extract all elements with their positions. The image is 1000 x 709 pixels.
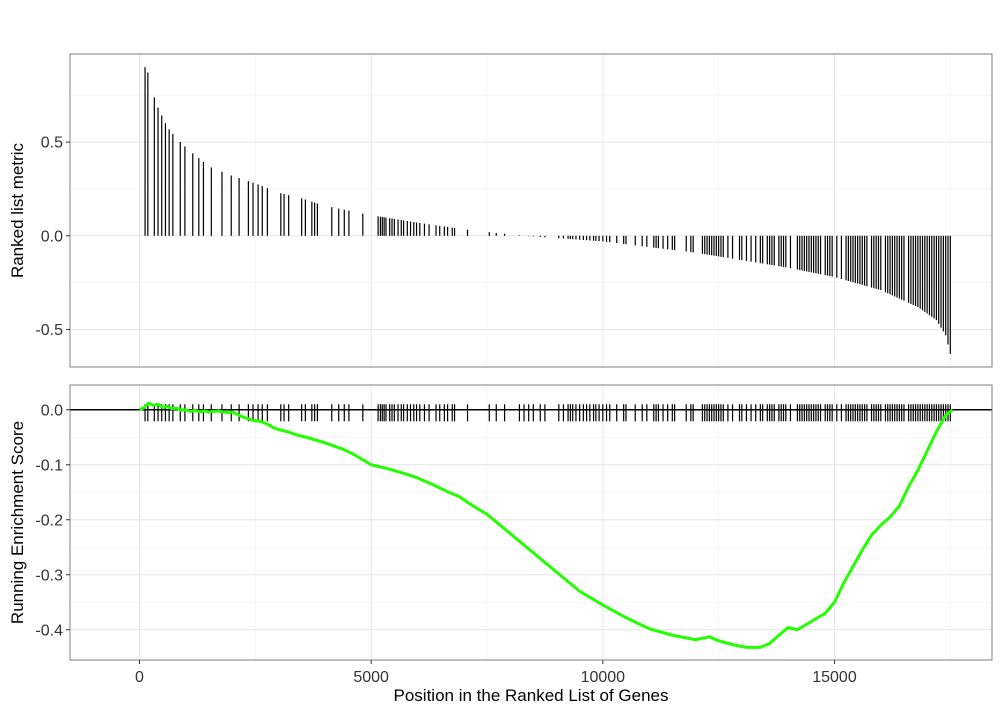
y-tick-label: 0.0 [41, 402, 63, 419]
y-tick-label: -0.2 [35, 512, 63, 529]
bottom-panel-grid [70, 385, 992, 660]
x-tick-label: 10000 [581, 669, 626, 686]
top-panel-grid [70, 54, 992, 367]
gene-hit-marks [144, 404, 951, 422]
ranked-metric-panel: -0.5 0.0 0.5 Ranked list metric [8, 53, 993, 368]
y-tick-label: -0.4 [35, 622, 63, 639]
y-tick-label: 0.5 [41, 135, 63, 152]
running-enrichment-score-axis-title: Running Enrichment Score [8, 421, 27, 624]
x-tick-label: 0 [135, 669, 144, 686]
bottom-panel-y-ticks: -0.4 -0.3 -0.2 -0.1 0.0 [35, 402, 70, 639]
y-tick-label: -0.3 [35, 567, 63, 584]
y-tick-label: -0.1 [35, 457, 63, 474]
y-tick-label: -0.5 [35, 322, 63, 339]
bottom-panel-border [69, 384, 993, 661]
y-tick-label: 0.0 [41, 228, 63, 245]
running-enrichment-score-line [138, 401, 954, 649]
x-tick-label: 15000 [812, 669, 857, 686]
running-enrichment-panel: -0.4 -0.3 -0.2 -0.1 0.0 0 5000 10000 15000 Runn… [8, 384, 993, 705]
x-tick-label: 5000 [353, 669, 389, 686]
top-panel-border [69, 53, 993, 368]
bottom-panel-x-ticks: 0 5000 10000 15000 [135, 660, 857, 686]
top-panel-y-ticks: -0.5 0.0 0.5 [35, 135, 70, 339]
ranked-list-position-axis-title: Position in the Ranked List of Genes [394, 686, 669, 705]
ranked-list-metric-axis-title: Ranked list metric [8, 142, 27, 278]
ranked-metric-bars [144, 67, 951, 354]
